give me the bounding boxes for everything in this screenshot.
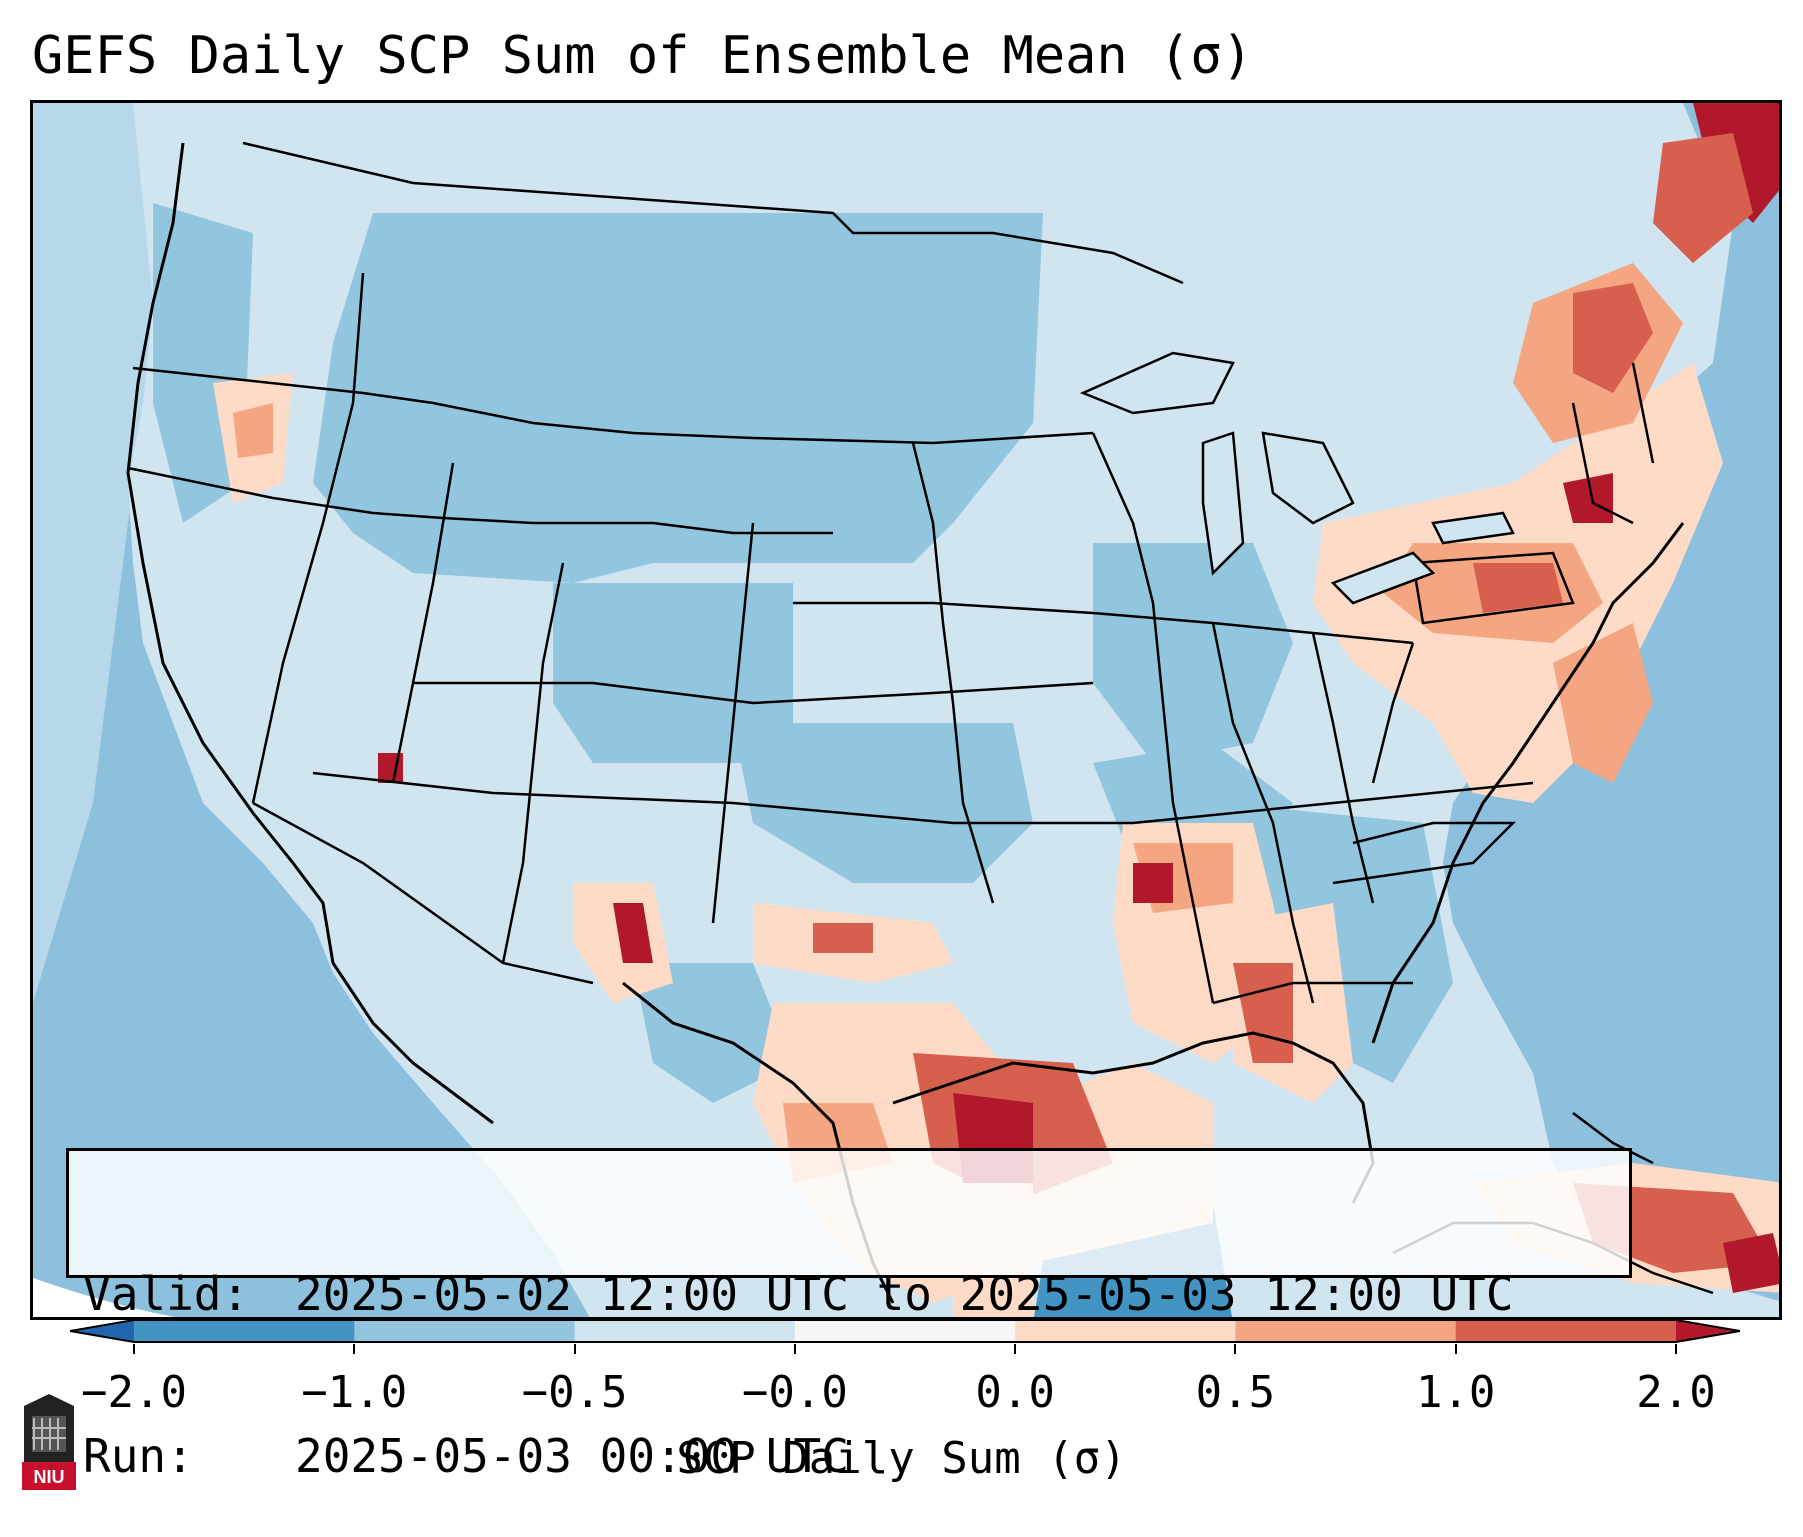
- colorbar-tick-label: −0.5: [521, 1367, 628, 1418]
- colorbar-bin: [134, 1320, 355, 1342]
- colorbar-bin: [574, 1320, 796, 1342]
- colorbar-label: SCP Daily Sum (σ): [676, 1433, 1127, 1484]
- colorbar-tick-label: 2.0: [1636, 1367, 1716, 1418]
- page-title: GEFS Daily SCP Sum of Ensemble Mean (σ): [32, 26, 1253, 86]
- colorbar-tick-mark: [1454, 1344, 1457, 1354]
- niu-logo: NIU: [22, 1394, 76, 1490]
- colorbar-tick-label: −0.0: [741, 1367, 848, 1418]
- colorbar-bin: [1235, 1320, 1457, 1342]
- run-label: Run:: [83, 1429, 194, 1483]
- coastline: [126, 142, 1685, 1304]
- map-canvas[interactable]: [33, 103, 1782, 1320]
- colorbar-tick-label: 0.0: [975, 1367, 1055, 1418]
- colorbar-segments: [70, 1319, 1740, 1343]
- colorbar-extension-high: [1676, 1320, 1740, 1342]
- colorbar-tick-mark: [1234, 1344, 1237, 1354]
- colorbar-tick-label: −1.0: [301, 1367, 408, 1418]
- colorbar-tick-label: 1.0: [1415, 1367, 1496, 1418]
- colorbar-bin: [1015, 1320, 1236, 1342]
- valid-value: 2025-05-02 12:00 UTC to 2025-05-03 12:00…: [295, 1267, 1514, 1321]
- state-boundaries: [127, 141, 1655, 1005]
- pacific-field: [33, 103, 173, 1003]
- colorbar-extension-low: [70, 1320, 134, 1342]
- colorbar-tick-mark: [573, 1344, 576, 1354]
- colorbar-bin: [1455, 1320, 1677, 1342]
- projection-edge: [33, 1278, 175, 1317]
- colorbar-tick-label: −2.0: [81, 1367, 187, 1418]
- colorbar-border: [70, 1319, 1740, 1343]
- logo-text: NIU: [34, 1467, 65, 1487]
- colorbar-tick-mark: [353, 1344, 356, 1354]
- run-line: Run: 2025-05-03 00:00 UTC: [83, 1429, 1629, 1483]
- map-panel[interactable]: [30, 100, 1782, 1320]
- colorbar-tick-label: 0.5: [1195, 1367, 1276, 1418]
- colorbar-bin: [354, 1320, 576, 1342]
- colorbar-tick-mark: [1675, 1344, 1677, 1354]
- colorbar-tick-mark: [1014, 1344, 1017, 1354]
- colorbar: [70, 1319, 1740, 1343]
- colorbar-bin: [794, 1320, 1016, 1342]
- run-value: 2025-05-03 00:00 UTC: [295, 1429, 849, 1483]
- logo-banner: [22, 1462, 76, 1490]
- valid-label: Valid:: [83, 1267, 250, 1321]
- validity-info-box: Valid: 2025-05-02 12:00 UTC to 2025-05-03…: [66, 1148, 1632, 1483]
- great-lakes: [1079, 351, 1515, 605]
- valid-line: Valid: 2025-05-02 12:00 UTC to 2025-05-03…: [83, 1267, 1629, 1321]
- colorbar-tick-mark: [133, 1344, 135, 1354]
- colorbar-tick-mark: [793, 1344, 796, 1354]
